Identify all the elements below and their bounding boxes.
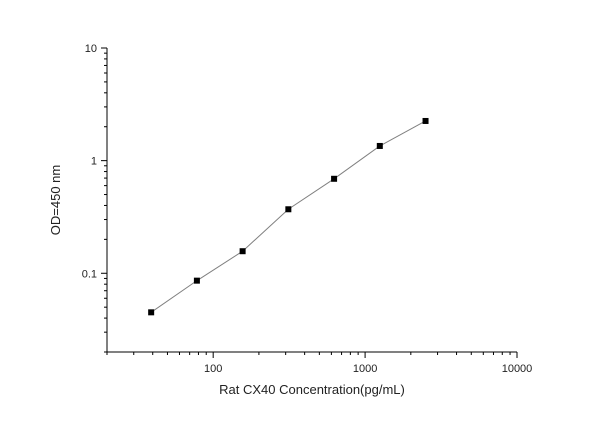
data-point bbox=[331, 175, 338, 182]
series-points bbox=[148, 117, 429, 316]
y-tick-label: 0.1 bbox=[82, 268, 97, 280]
data-point bbox=[422, 117, 429, 124]
axes bbox=[106, 48, 517, 353]
data-point bbox=[148, 309, 155, 316]
data-point bbox=[285, 206, 292, 213]
x-tick-label: 10000 bbox=[502, 363, 533, 375]
series-line bbox=[150, 120, 426, 313]
y-tick-label: 10 bbox=[85, 43, 97, 55]
data-point bbox=[193, 277, 200, 284]
y-axis-title: OD=450 nm bbox=[48, 165, 63, 235]
x-tick-label: 100 bbox=[204, 363, 222, 375]
x-ticks bbox=[106, 352, 518, 358]
data-point bbox=[376, 142, 383, 149]
y-tick-label: 1 bbox=[91, 156, 97, 168]
x-axis-title: Rat CX40 Concentration(pg/mL) bbox=[219, 382, 405, 397]
x-tick-label: 1000 bbox=[353, 363, 377, 375]
x-tick-labels: 100 1000 10000 bbox=[204, 363, 532, 375]
data-point bbox=[239, 248, 246, 255]
y-ticks bbox=[101, 47, 107, 353]
series-lines bbox=[150, 120, 426, 313]
y-tick-labels: 0.1 1 10 bbox=[82, 43, 97, 280]
